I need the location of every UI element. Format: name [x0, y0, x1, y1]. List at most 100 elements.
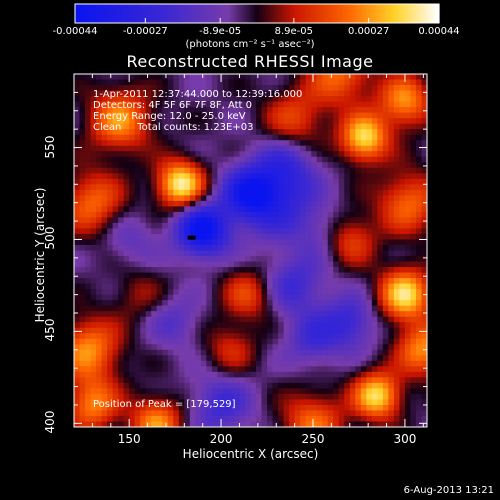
colorbar-cell — [229, 4, 232, 23]
heatmap-cell — [233, 107, 241, 114]
heatmap-cell — [289, 156, 296, 163]
heatmap-cell — [377, 228, 384, 235]
colorbar-cell — [205, 4, 208, 23]
heatmap-cell — [167, 178, 174, 185]
heatmap-cell — [178, 289, 185, 296]
heatmap-cell — [278, 178, 285, 185]
colorbar-cell — [327, 4, 330, 23]
heatmap-cell — [316, 300, 323, 307]
heatmap-cell — [311, 256, 318, 263]
heatmap-cell — [79, 294, 86, 301]
heatmap-cell — [338, 79, 345, 86]
heatmap-cell — [145, 399, 152, 406]
heatmap-cell — [173, 123, 180, 130]
heatmap-cell — [151, 300, 158, 307]
heatmap-cell — [360, 338, 367, 345]
heatmap-cell — [173, 371, 180, 378]
heatmap-cell — [278, 233, 285, 241]
heatmap-cell — [200, 311, 207, 318]
heatmap-cell — [140, 85, 147, 92]
heatmap-cell — [267, 90, 274, 97]
heatmap-cell — [283, 316, 290, 323]
heatmap-cell — [333, 344, 340, 351]
heatmap-cell — [217, 184, 224, 191]
heatmap-cell — [360, 233, 367, 241]
heatmap-cell — [195, 377, 202, 384]
heatmap-cell — [239, 239, 246, 246]
heatmap-cell — [322, 162, 329, 169]
heatmap-cell — [162, 74, 169, 81]
colorbar-cell — [233, 4, 236, 23]
heatmap-cell — [388, 311, 395, 318]
heatmap-cell — [184, 96, 191, 103]
heatmap-cell — [283, 173, 290, 180]
heatmap-cell — [393, 118, 401, 125]
heatmap-cell — [233, 322, 241, 329]
heatmap-cell — [178, 129, 185, 136]
heatmap-cell — [85, 162, 92, 169]
heatmap-cell — [211, 289, 219, 296]
heatmap-cell — [167, 173, 174, 180]
colorbar-cell — [79, 4, 82, 23]
heatmap-cell — [140, 355, 147, 362]
heatmap-cell — [85, 134, 92, 141]
heatmap-cell — [316, 278, 323, 285]
heatmap-cell — [366, 283, 373, 290]
heatmap-cell — [327, 294, 334, 301]
heatmap-cell — [211, 360, 219, 367]
heatmap-cell — [244, 123, 252, 130]
heatmap-cell — [404, 267, 412, 274]
colorbar-cell — [135, 4, 138, 23]
heatmap-cell — [74, 333, 81, 340]
heatmap-cell — [399, 96, 406, 103]
heatmap-cell — [134, 278, 141, 285]
heatmap-cell — [322, 267, 329, 274]
heatmap-cell — [272, 123, 279, 130]
heatmap-cell — [410, 327, 417, 334]
heatmap-cell — [118, 184, 125, 191]
heatmap-cell — [272, 377, 279, 384]
heatmap-cell — [233, 217, 241, 224]
heatmap-cell — [107, 129, 114, 136]
heatmap-cell — [256, 184, 263, 191]
heatmap-cell — [145, 377, 152, 384]
heatmap-cell — [421, 250, 427, 257]
heatmap-cell — [410, 349, 417, 356]
heatmap-cell — [90, 311, 97, 318]
heatmap-cell — [388, 233, 395, 241]
heatmap-cell — [278, 344, 285, 351]
heatmap-cell — [162, 233, 169, 241]
heatmap-cell — [421, 134, 427, 141]
heatmap-cell — [101, 134, 108, 141]
heatmap-cell — [261, 195, 268, 202]
heatmap-cell — [239, 85, 246, 92]
heatmap-cell — [233, 244, 241, 252]
heatmap-cell — [107, 333, 114, 340]
heatmap-cell — [156, 283, 163, 290]
heatmap-cell — [393, 239, 401, 246]
heatmap-cell — [217, 267, 224, 274]
heatmap-cell — [305, 355, 312, 362]
heatmap-cell — [85, 250, 92, 257]
heatmap-cell — [360, 382, 367, 389]
heatmap-cell — [316, 118, 323, 125]
heatmap-cell — [206, 211, 213, 219]
heatmap-cell — [79, 344, 86, 351]
heatmap-cell — [123, 344, 130, 351]
heatmap-cell — [338, 206, 345, 213]
heatmap-cell — [178, 134, 185, 141]
heatmap-cell — [79, 278, 86, 285]
heatmap-cell — [200, 349, 207, 356]
heatmap-cell — [399, 173, 406, 180]
heatmap-cell — [200, 300, 207, 307]
heatmap-cell — [415, 388, 423, 395]
heatmap-cell — [244, 256, 252, 263]
heatmap-cell — [107, 233, 114, 241]
heatmap-cell — [421, 140, 427, 147]
heatmap-cell — [195, 360, 202, 367]
heatmap-cell — [338, 410, 345, 417]
heatmap-cell — [200, 233, 207, 241]
heatmap-cell — [382, 200, 389, 207]
heatmap-cell — [289, 96, 296, 103]
heatmap-cell — [206, 322, 213, 329]
